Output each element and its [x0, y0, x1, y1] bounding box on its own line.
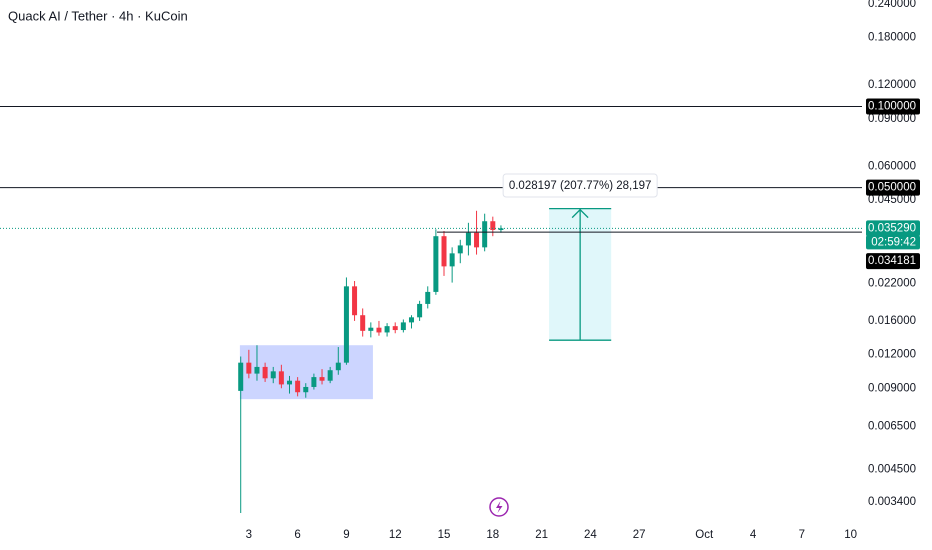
y-tick-label: 0.120000 [868, 79, 916, 91]
y-tick-label: 0.240000 [868, 0, 916, 10]
y-tick-label: 0.004500 [868, 463, 916, 475]
x-tick-label: 7 [799, 529, 805, 541]
x-tick-label: 6 [294, 529, 300, 541]
y-tick-label: 0.009000 [868, 382, 916, 394]
y-tick-label: 0.006500 [868, 420, 916, 432]
y-tick-label: 0.003400 [868, 496, 916, 508]
measure-label-box [502, 173, 658, 198]
x-tick-label: 18 [486, 529, 499, 541]
candle-body [368, 327, 374, 331]
horizontal-line-label-box [866, 179, 920, 196]
candle-body [295, 380, 301, 393]
x-tick-label: 24 [584, 529, 597, 541]
chart-title: Quack AI / Tether · 4h · KuCoin [8, 8, 188, 23]
candle-body [327, 370, 333, 381]
candle-body [384, 326, 390, 333]
candle-body [400, 322, 406, 331]
candle-body [335, 362, 341, 371]
candle-body [262, 366, 268, 379]
candle-body [270, 371, 276, 379]
y-tick-label: 0.022000 [868, 278, 916, 290]
candle-body [490, 221, 496, 230]
y-tick-label: 0.016000 [868, 315, 916, 327]
y-tick-label: 0.180000 [868, 32, 916, 44]
alert-icon[interactable] [489, 497, 509, 517]
candle-body [433, 236, 439, 292]
x-tick-label: 3 [246, 529, 252, 541]
candle-body [376, 327, 382, 333]
x-tick-label: Oct [695, 529, 714, 541]
candle-body [474, 232, 480, 248]
y-tick-label: 0.060000 [868, 160, 916, 172]
x-tick-label: 10 [844, 529, 857, 541]
last-price-label-box [866, 220, 920, 237]
candle-body [457, 245, 463, 254]
y-tick-label: 0.012000 [868, 349, 916, 361]
ray-label: 0.034181 [868, 255, 916, 267]
candle-body [482, 221, 488, 248]
candle-body [246, 362, 252, 374]
candle-body [278, 371, 284, 385]
candle-body [311, 377, 317, 387]
candle-body [441, 236, 447, 267]
y-tick-label: 0.045000 [868, 194, 916, 206]
x-tick-label: 9 [343, 529, 349, 541]
countdown-label-box [866, 235, 920, 250]
candle-body [360, 315, 366, 331]
y-tick-label: 0.090000 [868, 113, 916, 125]
candle-body [287, 380, 293, 385]
candle-body [352, 286, 358, 316]
candle-body [449, 253, 455, 267]
candle-body [465, 232, 471, 246]
candle-body [498, 228, 504, 230]
horizontal-line-label: 0.100000 [868, 100, 916, 112]
x-tick-label: 12 [389, 529, 402, 541]
candle-body [254, 366, 260, 374]
candle-body [392, 326, 398, 331]
candle-body [343, 286, 349, 363]
candle-body [408, 317, 414, 323]
candle-body [417, 303, 423, 318]
candle-body [238, 362, 244, 391]
candle-body [425, 291, 431, 304]
horizontal-line-label: 0.050000 [868, 182, 916, 194]
candle-body [319, 377, 325, 381]
horizontal-line-label-box [866, 98, 920, 115]
measure-label: 0.028197 (207.77%) 28,197 [509, 180, 652, 192]
x-tick-label: 4 [750, 529, 757, 541]
x-tick-label: 21 [535, 529, 548, 541]
measure-arrow-head [571, 208, 589, 219]
x-tick-label: 27 [633, 529, 646, 541]
countdown-label: 02:59:42 [871, 236, 916, 248]
x-tick-label: 15 [438, 529, 451, 541]
ray-label-box [866, 253, 920, 270]
icon-bolt [496, 501, 503, 513]
last-price-label: 0.035290 [868, 222, 916, 234]
candle-body [303, 386, 309, 393]
